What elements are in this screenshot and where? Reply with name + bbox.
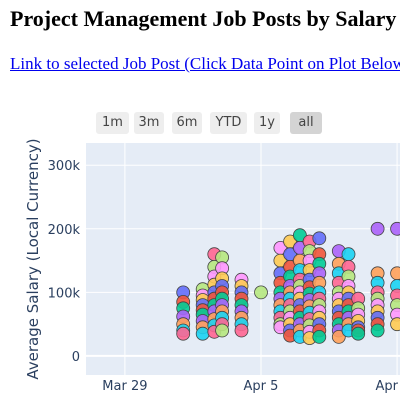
data-point[interactable] xyxy=(176,326,191,341)
x-axis-ticks: Mar 29 Apr 5 Apr 12 xyxy=(102,379,400,394)
x-tick-label: Mar 29 xyxy=(102,379,147,394)
data-point[interactable] xyxy=(370,221,385,236)
data-point[interactable] xyxy=(254,285,268,300)
data-point[interactable] xyxy=(390,317,400,332)
x-tick-label: Apr 5 xyxy=(244,379,279,394)
data-point[interactable] xyxy=(370,323,385,338)
page-title: Project Management Job Posts by Salary xyxy=(10,6,397,31)
data-point[interactable] xyxy=(331,329,346,344)
y-axis-ticks: 0 100k 200k 300k xyxy=(48,159,81,365)
range-button-1y[interactable]: 1y xyxy=(254,112,280,134)
data-point[interactable] xyxy=(341,247,356,262)
y-tick-label: 0 xyxy=(72,350,80,365)
y-tick-label: 300k xyxy=(48,159,81,174)
data-point[interactable] xyxy=(234,323,249,338)
y-tick-label: 200k xyxy=(48,223,81,238)
data-point[interactable] xyxy=(351,326,366,341)
data-point[interactable] xyxy=(390,221,400,236)
job-post-link[interactable]: Link to selected Job Post (Click Data Po… xyxy=(10,54,400,73)
range-button-ytd[interactable]: YTD xyxy=(210,112,247,134)
data-point[interactable] xyxy=(312,231,327,246)
x-tick-label: Apr 12 xyxy=(375,379,400,394)
y-tick-label: 100k xyxy=(48,286,81,301)
data-point[interactable] xyxy=(195,326,210,341)
data-point[interactable] xyxy=(312,329,327,344)
range-button-1m[interactable]: 1m xyxy=(96,112,129,134)
data-points xyxy=(176,221,400,346)
range-button-3m[interactable]: 3m xyxy=(134,112,164,134)
range-button-all[interactable]: all xyxy=(290,112,322,134)
range-button-6m[interactable]: 6m xyxy=(172,112,202,134)
y-axis-title: Average Salary (Local Currency) xyxy=(24,138,42,379)
data-point[interactable] xyxy=(215,323,230,338)
data-point[interactable] xyxy=(390,266,400,281)
